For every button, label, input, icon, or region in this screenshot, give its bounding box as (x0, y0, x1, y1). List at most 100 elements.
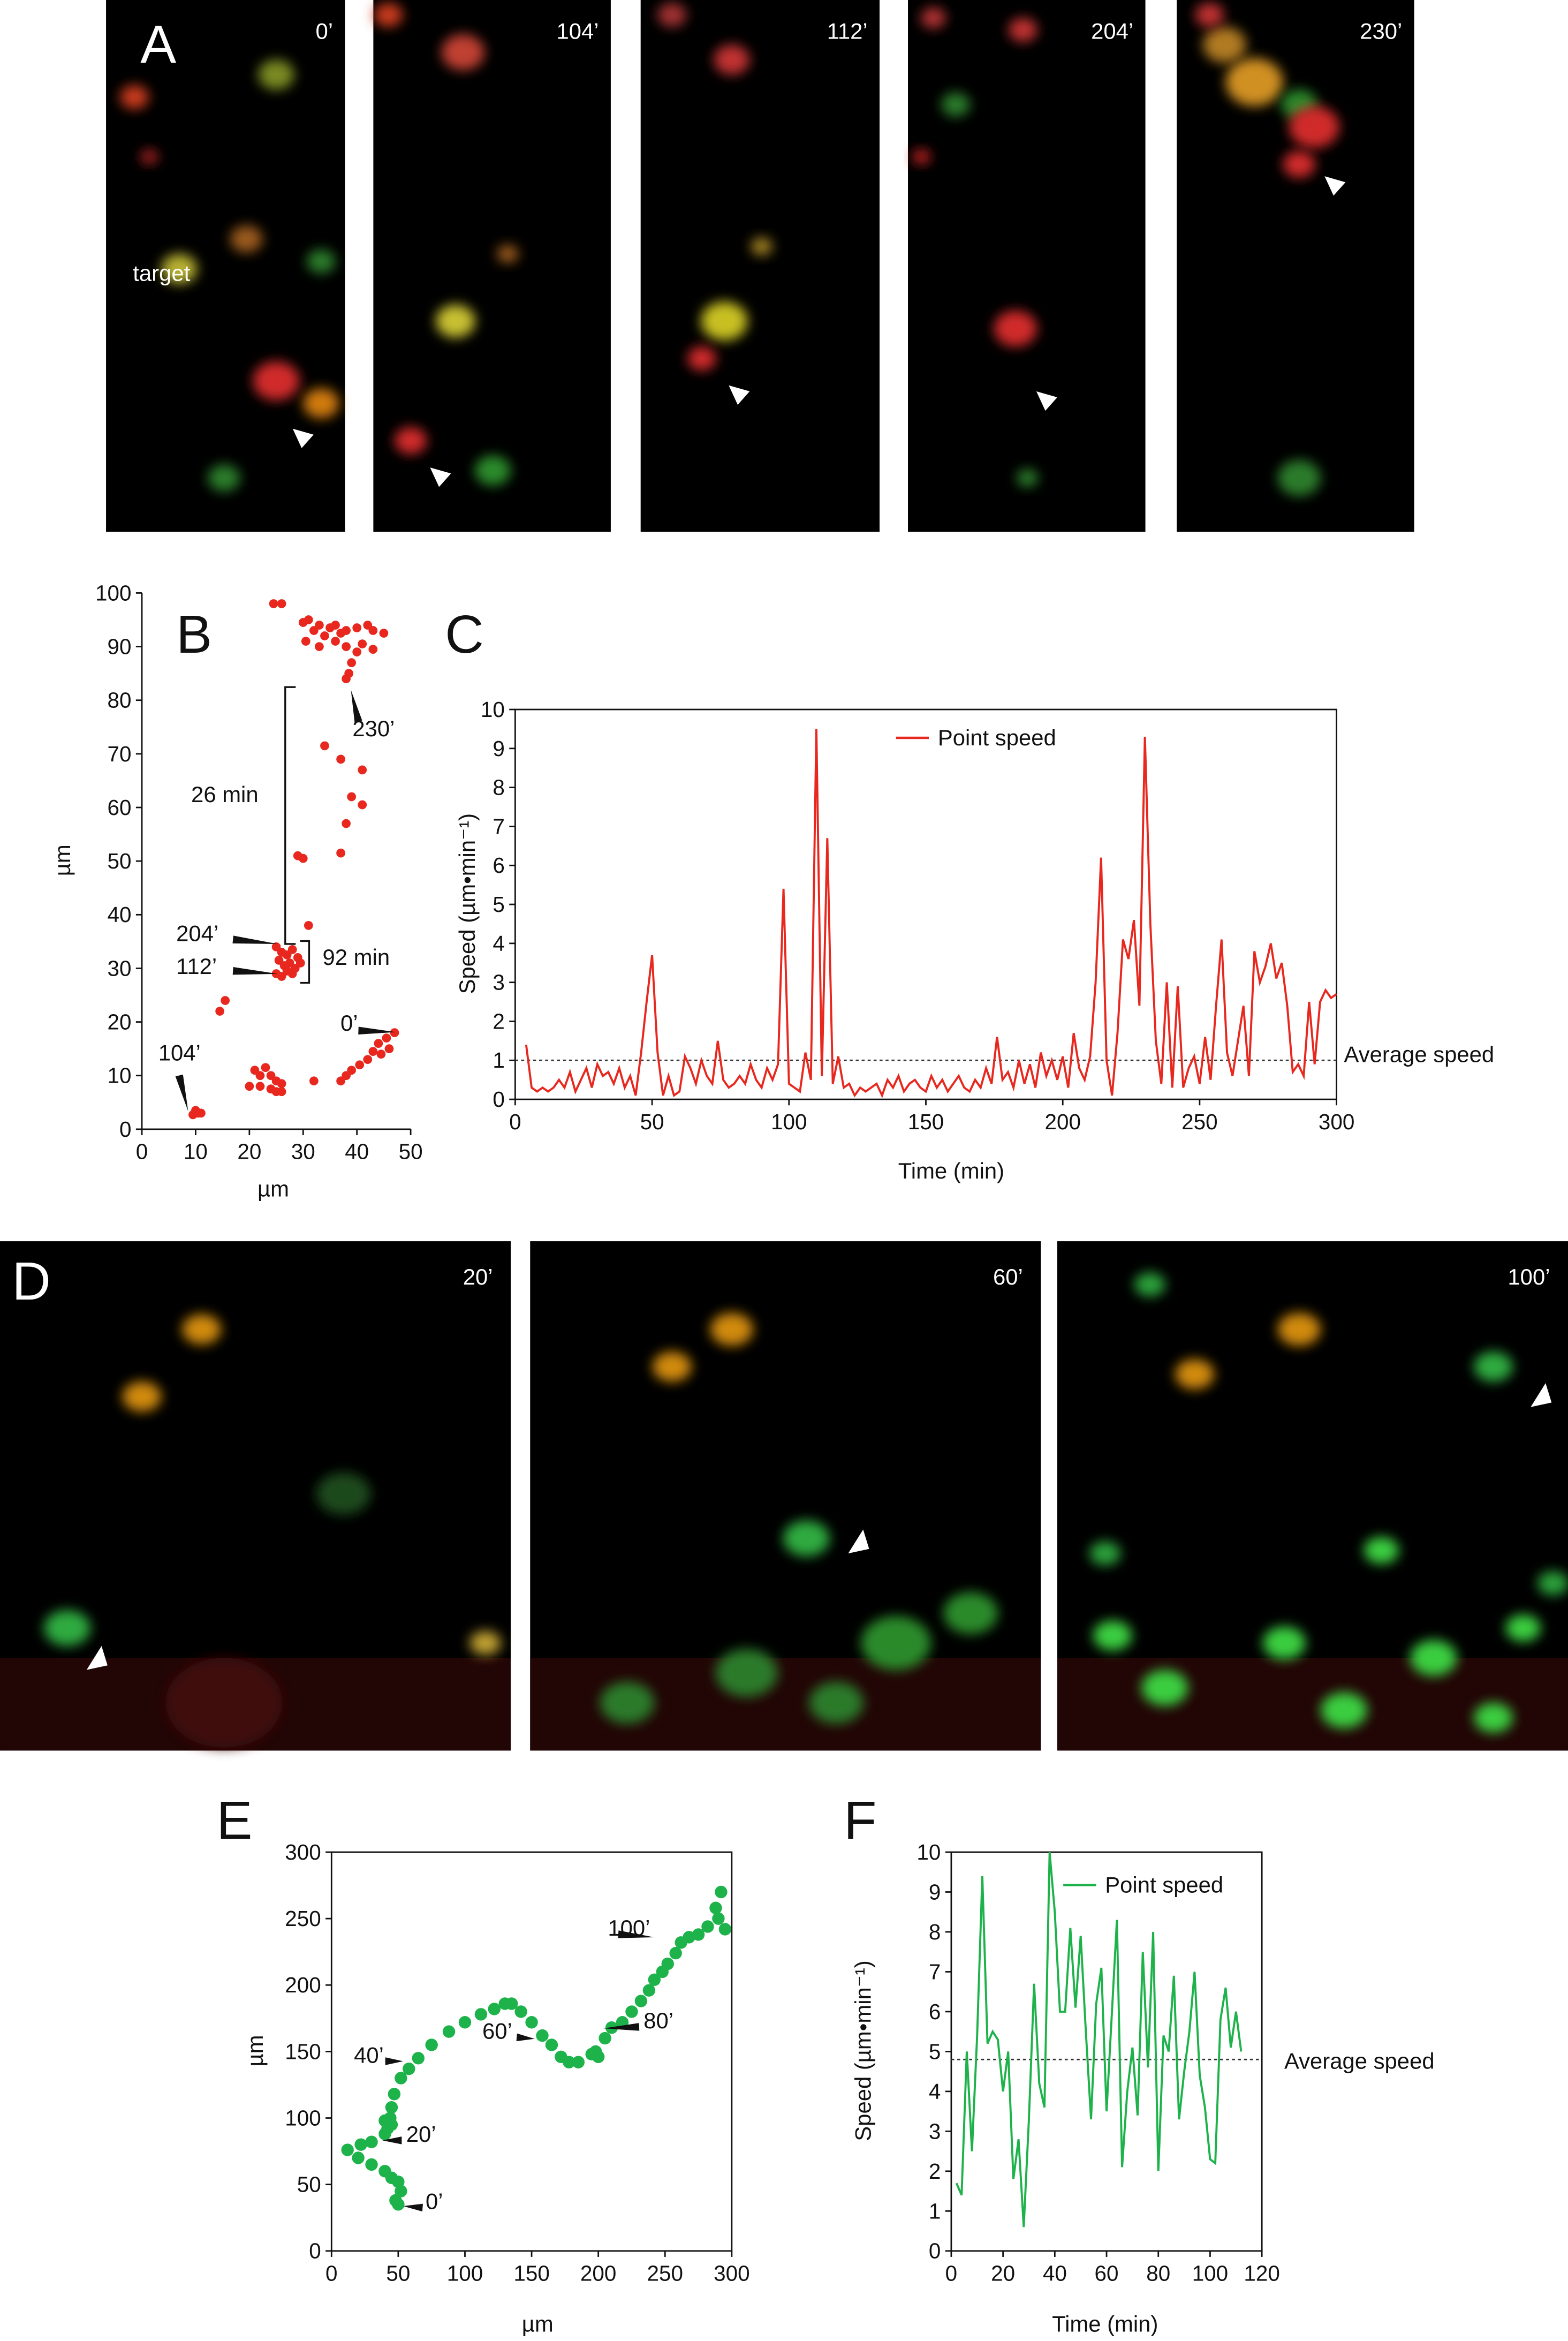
frame-time-label: 100’ (1508, 1264, 1550, 1289)
arrowhead (1324, 176, 1346, 196)
data-point (354, 2138, 367, 2151)
cell-blob (1203, 27, 1246, 63)
data-point (336, 848, 345, 858)
x-axis-label: Time (min) (1052, 2311, 1158, 2336)
x-tick-label: 250 (647, 2261, 683, 2286)
arrowhead (385, 2057, 404, 2065)
bracket (284, 686, 296, 945)
cell-blob (701, 301, 748, 341)
arrowhead (848, 1529, 869, 1554)
y-tick-label: 200 (285, 1973, 321, 1997)
y-tick-label: 150 (285, 2039, 321, 2064)
cell-blob (253, 361, 300, 401)
data-point (514, 2005, 527, 2018)
data-point (425, 2038, 438, 2051)
data-point (196, 1108, 206, 1118)
y-tick-label: 80 (107, 688, 131, 713)
annotation: 0’ (340, 1010, 358, 1036)
x-tick-label: 120 (1244, 2261, 1279, 2286)
y-tick-label: 300 (285, 1840, 321, 1864)
arrowhead (516, 2033, 535, 2042)
data-point (352, 647, 362, 656)
data-point (336, 1076, 345, 1086)
microscopy-frame (640, 0, 880, 532)
data-point (692, 1928, 705, 1941)
data-point (474, 2008, 488, 2021)
cell-blob (1283, 150, 1316, 178)
data-point (304, 920, 313, 930)
data-point (634, 1995, 648, 2007)
y-tick-label: 2 (493, 1009, 504, 1033)
arrowhead (86, 1646, 108, 1670)
y-tick-label: 10 (916, 1840, 941, 1864)
data-point (661, 1957, 674, 1970)
y-axis-label: µm (243, 2035, 268, 2067)
cell-blob (1225, 58, 1283, 107)
data-point (304, 615, 313, 624)
y-axis-label: Speed (µm•min⁻¹) (455, 813, 480, 994)
cell-blob (715, 1649, 778, 1697)
cell-blob (1289, 106, 1339, 148)
cell-blob (912, 149, 930, 164)
y-tick-label: 60 (107, 795, 131, 820)
cell-blob (861, 1616, 931, 1670)
x-tick-label: 300 (714, 2261, 749, 2286)
y-tick-label: 0 (119, 1117, 132, 1142)
cell-blob (600, 1681, 655, 1724)
data-point (320, 741, 329, 751)
annotation: 20’ (406, 2121, 436, 2147)
cell-blob (1134, 1272, 1165, 1297)
x-tick-label: 10 (184, 1139, 208, 1164)
cell-blob (1009, 18, 1037, 42)
data-point (505, 1997, 518, 2010)
y-tick-label: 5 (929, 2039, 941, 2064)
y-tick-label: 40 (107, 902, 131, 927)
cell-blob (161, 254, 198, 284)
x-axis-label: µm (257, 1176, 289, 1201)
x-axis-label: µm (522, 2311, 554, 2336)
y-tick-label: 7 (929, 1959, 941, 1984)
data-point (342, 626, 351, 635)
arrowhead (729, 385, 750, 405)
tissue-band (1057, 1658, 1568, 1751)
data-point (412, 2052, 425, 2065)
data-point (389, 2194, 402, 2207)
data-point (309, 1076, 319, 1086)
cell-blob (1364, 1537, 1399, 1564)
annotation: 92 min (323, 945, 390, 970)
microscopy-frame (1177, 0, 1414, 532)
y-tick-label: 0 (929, 2239, 941, 2263)
y-tick-label: 6 (929, 1999, 941, 2024)
data-point (315, 621, 324, 630)
arrowhead (232, 935, 278, 944)
data-line (525, 729, 1337, 1098)
data-point (712, 1912, 725, 1925)
arrowhead (175, 1074, 188, 1112)
y-tick-label: 70 (107, 742, 131, 766)
cell-blob (497, 245, 519, 263)
x-tick-label: 200 (580, 2261, 616, 2286)
cell-blob (316, 1472, 371, 1515)
data-point (488, 2003, 501, 2015)
average-label: Average speed (1344, 1041, 1495, 1067)
data-point (442, 2025, 456, 2038)
data-point (215, 1007, 224, 1016)
x-tick-label: 30 (291, 1139, 315, 1164)
y-axis-label: µm (50, 844, 75, 876)
legend-label: Point speed (938, 725, 1056, 750)
x-tick-label: 40 (1043, 2261, 1067, 2286)
y-tick-label: 1 (493, 1048, 504, 1073)
data-point (378, 2114, 391, 2127)
data-point (342, 642, 351, 651)
arrowhead (351, 690, 362, 723)
cell-blob (394, 427, 427, 455)
frame-time-label: 204’ (1091, 19, 1133, 44)
annotation: 80’ (643, 2008, 673, 2033)
data-point (648, 1973, 661, 1987)
arrowhead (403, 2203, 423, 2212)
y-tick-label: 9 (929, 1879, 941, 1904)
x-tick-label: 50 (399, 1139, 423, 1164)
y-tick-label: 100 (285, 2105, 321, 2130)
data-point (269, 599, 278, 608)
data-point (255, 1082, 265, 1091)
